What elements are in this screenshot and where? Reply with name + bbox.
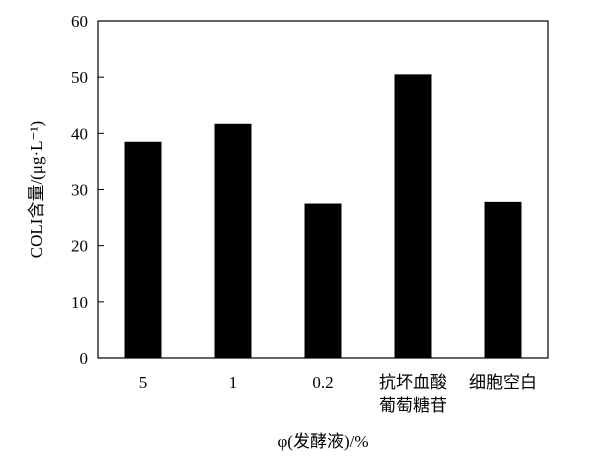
bar — [484, 201, 522, 358]
y-axis-title: COLI含量/(μg·L⁻¹) — [27, 121, 46, 258]
x-tick-label: 0.2 — [312, 373, 333, 392]
x-tick-label: 5 — [139, 373, 148, 392]
bar — [304, 203, 342, 358]
x-tick-label: 抗坏血酸葡萄糖苷 — [379, 373, 447, 415]
y-tick-label: 10 — [71, 293, 88, 312]
x-axis: 5 1 0.2 抗坏血酸葡萄糖苷 细胞空白 — [139, 373, 537, 415]
bar — [394, 74, 432, 358]
y-tick-label: 20 — [71, 237, 88, 256]
x-axis-title: φ(发酵液)/% — [277, 432, 368, 451]
y-tick-label: 0 — [80, 349, 89, 368]
y-tick-label: 40 — [71, 124, 88, 143]
bar — [214, 123, 252, 358]
y-tick-label: 30 — [71, 181, 88, 200]
x-tick-label: 1 — [229, 373, 238, 392]
x-tick-label: 细胞空白 — [469, 373, 537, 392]
y-axis: 0 10 20 30 40 50 60 — [71, 12, 104, 368]
bar — [124, 141, 162, 358]
bars — [124, 74, 522, 358]
y-tick-label: 50 — [71, 68, 88, 87]
y-tick-label: 60 — [71, 12, 88, 31]
